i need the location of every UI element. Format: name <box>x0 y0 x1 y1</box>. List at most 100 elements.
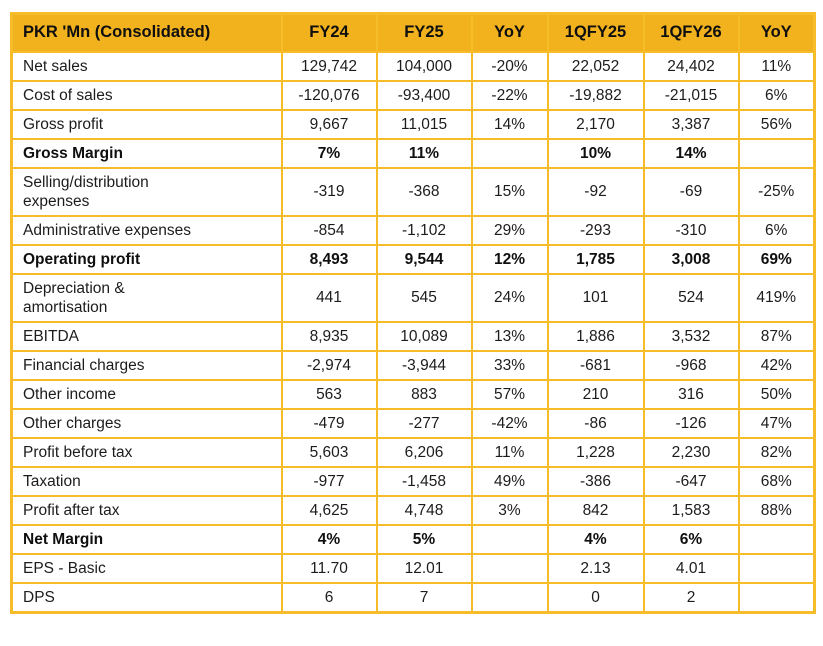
cell: 12.01 <box>375 552 473 584</box>
table-row: Other charges -479 -277 -42% -86 -126 47% <box>10 407 816 439</box>
cell: 13% <box>470 320 549 352</box>
cell: -968 <box>642 349 740 381</box>
cell: 11% <box>470 436 549 468</box>
cell: 5,603 <box>280 436 378 468</box>
cell: 4,748 <box>375 494 473 526</box>
corner-header: PKR 'Mn (Consolidated) <box>10 12 283 53</box>
cell <box>737 581 816 613</box>
table-row: Other income 563 883 57% 210 316 50% <box>10 378 816 410</box>
cell: 1,886 <box>546 320 645 352</box>
cell: 441 <box>280 272 378 323</box>
row-label: Financial charges <box>10 349 283 381</box>
cell: -92 <box>546 166 645 217</box>
table-row: EPS - Basic 11.70 12.01 2.13 4.01 <box>10 552 816 584</box>
header-row: PKR 'Mn (Consolidated) FY24 FY25 YoY 1QFY25 1… <box>10 12 816 53</box>
cell: 3,532 <box>642 320 740 352</box>
cell: 88% <box>737 494 816 526</box>
cell: 1,785 <box>546 243 645 275</box>
row-label: Depreciation & amortisation <box>10 272 283 323</box>
cell: -25% <box>737 166 816 217</box>
cell: 2.13 <box>546 552 645 584</box>
cell: -1,458 <box>375 465 473 497</box>
cell: -368 <box>375 166 473 217</box>
row-label: EBITDA <box>10 320 283 352</box>
cell: -977 <box>280 465 378 497</box>
table-row: Taxation -977 -1,458 49% -386 -647 68% <box>10 465 816 497</box>
row-label: Gross Margin <box>10 137 283 169</box>
cell: 8,493 <box>280 243 378 275</box>
table-row: Financial charges -2,974 -3,944 33% -681 -968… <box>10 349 816 381</box>
cell: 11.70 <box>280 552 378 584</box>
cell: 68% <box>737 465 816 497</box>
cell: 50% <box>737 378 816 410</box>
cell <box>470 581 549 613</box>
cell: 82% <box>737 436 816 468</box>
cell: 87% <box>737 320 816 352</box>
cell: 57% <box>470 378 549 410</box>
column-header: YoY <box>737 12 816 53</box>
cell: -681 <box>546 349 645 381</box>
cell: 4% <box>280 523 378 555</box>
cell: 4.01 <box>642 552 740 584</box>
cell: 42% <box>737 349 816 381</box>
cell: 1,583 <box>642 494 740 526</box>
cell: 49% <box>470 465 549 497</box>
cell: 69% <box>737 243 816 275</box>
table-row: Net Margin 4% 5% 4% 6% <box>10 523 816 555</box>
table-row: Net sales 129,742 104,000 -20% 22,052 24,402 1… <box>10 50 816 82</box>
cell: 2 <box>642 581 740 613</box>
cell <box>737 523 816 555</box>
cell: -854 <box>280 214 378 246</box>
row-label: Taxation <box>10 465 283 497</box>
cell: 47% <box>737 407 816 439</box>
cell: 104,000 <box>375 50 473 82</box>
cell: 33% <box>470 349 549 381</box>
cell <box>470 552 549 584</box>
cell: 24,402 <box>642 50 740 82</box>
cell <box>737 552 816 584</box>
cell: 14% <box>642 137 740 169</box>
cell: 524 <box>642 272 740 323</box>
cell: -22% <box>470 79 549 111</box>
cell: 7% <box>280 137 378 169</box>
cell: 14% <box>470 108 549 140</box>
cell: 6 <box>280 581 378 613</box>
cell: 6% <box>737 214 816 246</box>
cell: 6% <box>737 79 816 111</box>
cell: 11,015 <box>375 108 473 140</box>
cell <box>470 137 549 169</box>
cell: 4,625 <box>280 494 378 526</box>
cell: 4% <box>546 523 645 555</box>
cell: -386 <box>546 465 645 497</box>
column-header: FY25 <box>375 12 473 53</box>
cell: -42% <box>470 407 549 439</box>
cell: 2,170 <box>546 108 645 140</box>
table-row: EBITDA 8,935 10,089 13% 1,886 3,532 87% <box>10 320 816 352</box>
cell: 563 <box>280 378 378 410</box>
cell: -2,974 <box>280 349 378 381</box>
cell: -479 <box>280 407 378 439</box>
cell: 316 <box>642 378 740 410</box>
row-label: Net Margin <box>10 523 283 555</box>
cell: -93,400 <box>375 79 473 111</box>
cell: 883 <box>375 378 473 410</box>
cell: -21,015 <box>642 79 740 111</box>
table-row: Profit after tax 4,625 4,748 3% 842 1,583 88% <box>10 494 816 526</box>
cell: 11% <box>375 137 473 169</box>
cell: 9,544 <box>375 243 473 275</box>
cell: 545 <box>375 272 473 323</box>
cell: 9,667 <box>280 108 378 140</box>
cell: 10,089 <box>375 320 473 352</box>
cell: 842 <box>546 494 645 526</box>
table-row: Selling/distribution expenses -319 -368 15%… <box>10 166 816 217</box>
cell: -310 <box>642 214 740 246</box>
cell: 29% <box>470 214 549 246</box>
cell: 101 <box>546 272 645 323</box>
cell: 7 <box>375 581 473 613</box>
table-row: Gross profit 9,667 11,015 14% 2,170 3,387 56% <box>10 108 816 140</box>
financials-table: PKR 'Mn (Consolidated) FY24 FY25 YoY 1QFY25 1… <box>10 12 816 614</box>
cell: 129,742 <box>280 50 378 82</box>
row-label: Other income <box>10 378 283 410</box>
cell: 1,228 <box>546 436 645 468</box>
table-row: Depreciation & amortisation 441 545 24% 101 5… <box>10 272 816 323</box>
